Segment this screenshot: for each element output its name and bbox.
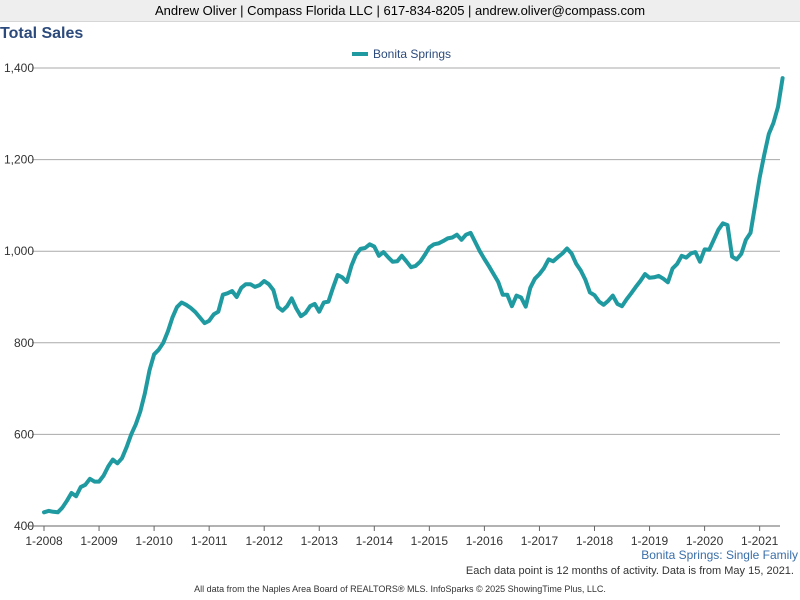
x-tick-label: 1-2012: [246, 534, 284, 548]
x-tick-label: 1-2014: [356, 534, 394, 548]
grid-lines: [32, 67, 780, 435]
legend: Bonita Springs: [352, 47, 451, 61]
y-tick-label: 1,000: [4, 244, 34, 258]
x-tick-label: 1-2008: [25, 534, 63, 548]
series-group: [42, 76, 785, 515]
x-tick-label: 1-2016: [466, 534, 504, 548]
x-tick-label: 1-2011: [191, 534, 228, 548]
y-tick-label: 600: [14, 427, 34, 441]
chart-subtitle: Bonita Springs: Single Family: [641, 548, 798, 562]
x-tick-label: 1-2015: [411, 534, 449, 548]
contact-header: Andrew Oliver | Compass Florida LLC | 61…: [0, 0, 800, 22]
y-tick-label: 1,400: [4, 61, 34, 75]
legend-label: Bonita Springs: [373, 47, 451, 61]
y-tick-label: 1,200: [4, 153, 34, 167]
x-tick-label: 1-2018: [576, 534, 614, 548]
y-tick-label: 400: [14, 519, 34, 533]
y-axis-ticks: 400 600 800 1,000 1,200 1,400: [4, 61, 34, 533]
chart-title: Total Sales: [0, 25, 84, 42]
y-tick-label: 800: [14, 336, 34, 350]
footer-attribution: All data from the Naples Area Board of R…: [194, 584, 606, 594]
x-tick-label: 1-2020: [686, 534, 724, 548]
x-axis: 1-2008 1-2009 1-2010 1-2011 1-2012 1-2013 1-20…: [25, 525, 780, 548]
contact-text: Andrew Oliver | Compass Florida LLC | 61…: [154, 3, 646, 18]
x-tick-label: 1-2009: [80, 534, 118, 548]
x-tick-label: 1-2017: [521, 534, 559, 548]
series-line: [42, 76, 785, 515]
data-note: Each data point is 12 months of activity…: [465, 565, 794, 577]
x-tick-label: 1-2019: [631, 534, 669, 548]
x-tick-label: 1-2013: [301, 534, 339, 548]
x-tick-label: 1-2010: [135, 534, 173, 548]
x-tick-label: 1-2021: [741, 534, 779, 548]
